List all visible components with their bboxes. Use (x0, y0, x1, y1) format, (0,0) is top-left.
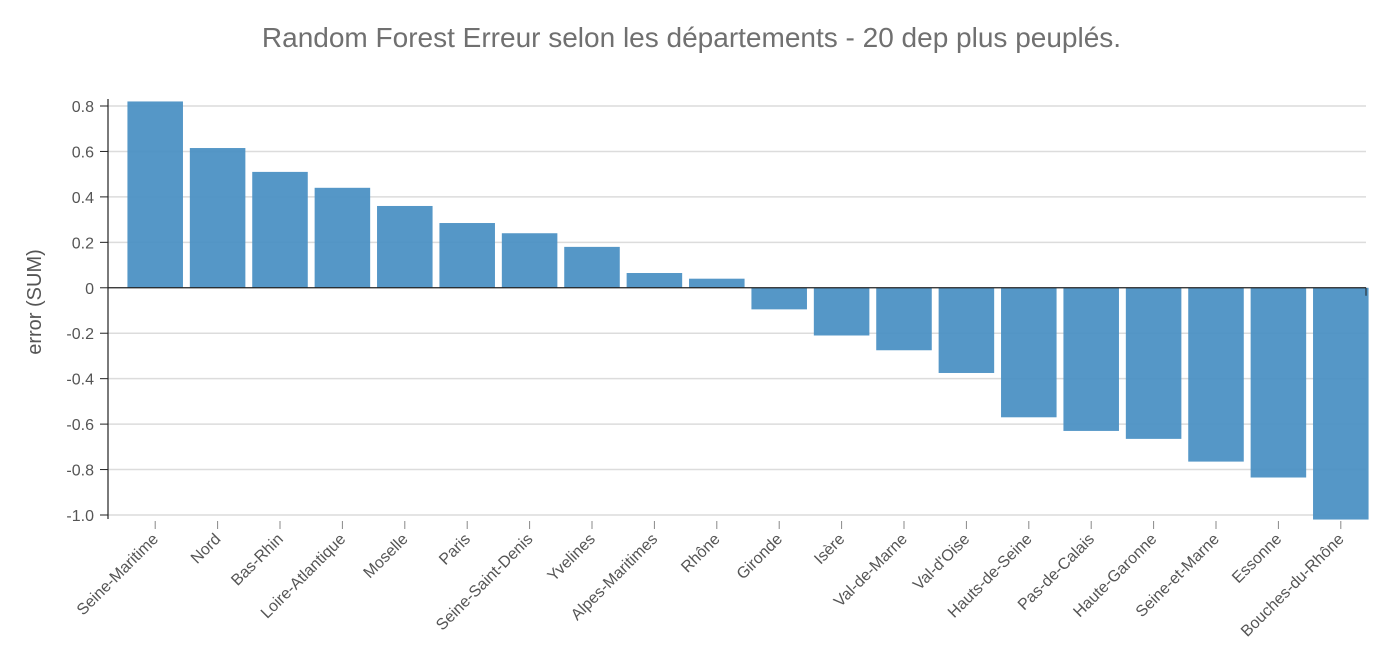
y-tick-label: -0.4 (66, 372, 94, 389)
y-tick-label: 0.4 (72, 190, 94, 207)
bar (876, 287, 932, 351)
bar (1125, 287, 1182, 439)
bar (564, 246, 620, 288)
x-tick-label: Paris (436, 531, 474, 569)
y-tick-label: 0.8 (72, 99, 94, 116)
bar (377, 205, 433, 288)
x-tick-label: Val-d'Oise (910, 531, 973, 594)
bar (1250, 287, 1307, 478)
bar (1063, 287, 1119, 431)
y-tick-label: 0.6 (72, 144, 94, 161)
bar (938, 287, 995, 373)
chart-title: Random Forest Erreur selon les départeme… (261, 22, 1122, 53)
x-tick-label: Bas-Rhin (228, 531, 287, 590)
y-tick-label: -0.2 (66, 326, 94, 343)
bar (314, 187, 371, 288)
bar (501, 233, 558, 288)
x-tick-label: Yvelines (545, 531, 599, 585)
bar (1188, 287, 1244, 462)
bar (252, 171, 308, 288)
y-axis-label: error (SUM) (24, 249, 46, 355)
y-tick-label: -1.0 (66, 508, 94, 525)
x-tick-label: Bouches-du-Rhône (1238, 531, 1348, 641)
x-tick-label: Essonne (1229, 531, 1285, 587)
x-tick-label: Gironde (734, 531, 786, 583)
x-tick-label: Rhône (678, 531, 723, 576)
bar (439, 223, 495, 288)
x-tick-label: Isère (811, 531, 848, 568)
y-tick-label: 0 (85, 281, 94, 298)
bar (751, 287, 807, 310)
bar (189, 148, 246, 288)
x-tick-label: Nord (188, 531, 225, 568)
x-tick-label: Seine-Maritime (74, 531, 162, 619)
y-tick-label: 0.2 (72, 235, 94, 252)
x-tick-label: Moselle (361, 531, 412, 582)
bar (1001, 287, 1057, 418)
bar (626, 273, 683, 288)
bar (1313, 287, 1369, 520)
bar (813, 287, 870, 336)
bar (127, 101, 183, 288)
y-tick-label: -0.8 (66, 463, 94, 480)
y-tick-label: -0.6 (66, 417, 94, 434)
bar (689, 278, 745, 288)
